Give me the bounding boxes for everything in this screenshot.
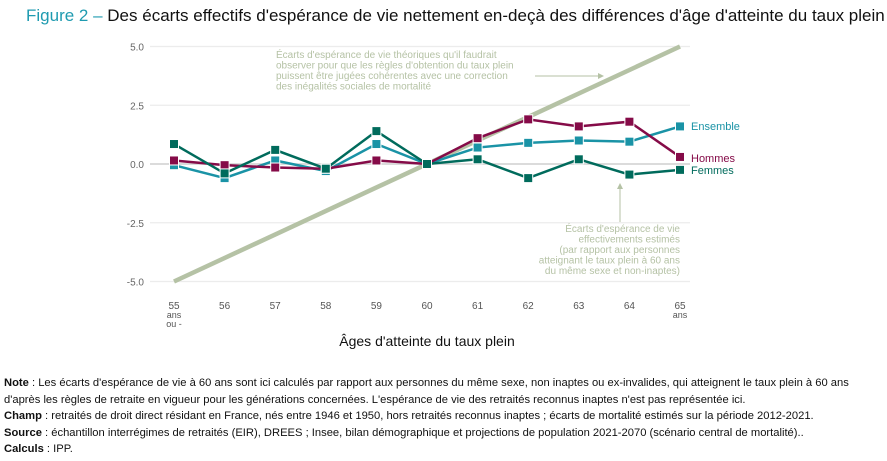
data-point bbox=[472, 133, 483, 144]
annotation-theoretical-line: observer pour que les règles d'obtention… bbox=[276, 61, 514, 72]
annotation-estimated-line: effectivements estimés bbox=[578, 235, 680, 246]
y-tick-label: -5.0 bbox=[127, 278, 145, 289]
x-tick-label: 62 bbox=[523, 301, 535, 312]
y-tick-label: 0.0 bbox=[130, 160, 144, 171]
annotation-estimated-line: du même sexe et non-inaptes) bbox=[545, 266, 680, 277]
data-point bbox=[169, 155, 179, 166]
champ-text: : retraités de droit direct résidant en … bbox=[41, 410, 814, 422]
data-point bbox=[573, 154, 584, 165]
note-label: Note bbox=[4, 377, 29, 389]
data-point bbox=[573, 135, 584, 146]
legend-label-hommes: Hommes bbox=[691, 153, 736, 165]
data-point bbox=[523, 114, 534, 125]
data-point bbox=[472, 154, 483, 165]
legend-label-femmes: Femmes bbox=[691, 165, 734, 177]
x-tick-label: ans bbox=[673, 310, 688, 320]
data-point bbox=[371, 126, 382, 137]
x-tick-label: 64 bbox=[624, 301, 636, 312]
arrow-head-icon bbox=[598, 73, 604, 79]
x-tick-label: 55 bbox=[168, 301, 180, 312]
data-point bbox=[169, 139, 179, 150]
x-tick-label: 56 bbox=[219, 301, 231, 312]
annotation-estimated-line: (par rapport aux personnes bbox=[559, 245, 680, 256]
data-point bbox=[219, 160, 230, 171]
calculs-text: : IPP. bbox=[43, 443, 73, 455]
x-tick-label: 58 bbox=[320, 301, 332, 312]
annotation-estimated-line: atteignant le taux plein à 60 ans bbox=[539, 256, 680, 267]
arrow-head-icon bbox=[617, 183, 623, 189]
x-tick-label: 63 bbox=[573, 301, 585, 312]
x-tick-label: 57 bbox=[270, 301, 282, 312]
champ-label: Champ bbox=[4, 410, 42, 422]
x-tick-label: 61 bbox=[472, 301, 484, 312]
data-point bbox=[675, 164, 685, 175]
annotation-estimated-line: Écarts d'espérance de vie bbox=[565, 222, 680, 235]
data-point bbox=[675, 151, 685, 162]
x-tick-label: 65 bbox=[674, 301, 686, 312]
data-point bbox=[270, 144, 281, 155]
figure-number: Figure 2 – bbox=[26, 6, 103, 25]
x-tick-label: ans bbox=[167, 310, 182, 320]
data-point bbox=[270, 162, 281, 173]
y-tick-label: 2.5 bbox=[130, 101, 144, 112]
annotation-theoretical-line: puissent être jugées cohérentes avec une… bbox=[276, 71, 508, 82]
data-point bbox=[624, 169, 635, 180]
data-point bbox=[371, 155, 382, 166]
data-point bbox=[624, 116, 635, 127]
data-point bbox=[422, 159, 432, 169]
source-label: Source bbox=[4, 426, 42, 439]
data-point bbox=[675, 121, 685, 132]
calculs-label: Calculs bbox=[4, 443, 44, 455]
data-point bbox=[472, 142, 483, 153]
data-point bbox=[371, 139, 382, 150]
legend-label-ensemble: Ensemble bbox=[691, 121, 740, 133]
x-tick-label: 59 bbox=[371, 301, 383, 312]
note-text: : Les écarts d'espérance de vie à 60 ans… bbox=[4, 377, 849, 406]
x-tick-label: ou - bbox=[166, 319, 182, 329]
x-tick-label: 60 bbox=[421, 301, 433, 312]
series-line-femmes bbox=[173, 129, 681, 180]
y-tick-label: -2.5 bbox=[127, 219, 145, 230]
notes: Note : Les écarts d'espérance de vie à 6… bbox=[4, 375, 884, 458]
annotation-theoretical-line: des inégalités sociales de mortalité bbox=[276, 82, 432, 93]
figure-title: Figure 2 – Des écarts effectifs d'espéra… bbox=[26, 6, 885, 26]
y-tick-label: 5.0 bbox=[130, 43, 144, 54]
series-line-ensemble bbox=[173, 125, 681, 180]
source-text: : échantillon interrégimes de retraités … bbox=[41, 426, 804, 439]
data-point bbox=[573, 121, 584, 132]
data-point bbox=[523, 137, 534, 148]
annotation-theoretical-line: Écarts d'espérance de vie théoriques qu'… bbox=[276, 48, 497, 61]
data-point bbox=[320, 163, 331, 174]
data-point bbox=[624, 136, 635, 147]
x-axis-title: Âges d'atteinte du taux plein bbox=[339, 333, 514, 349]
data-point bbox=[523, 173, 534, 184]
data-point bbox=[219, 168, 230, 179]
figure-title-text: Des écarts effectifs d'espérance de vie … bbox=[107, 6, 885, 25]
